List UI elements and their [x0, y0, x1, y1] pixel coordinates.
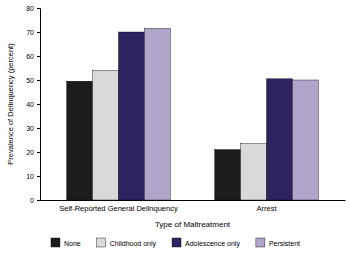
legend-label: Adolescence only [185, 240, 240, 248]
bar [118, 32, 144, 200]
tick-label: 50 [26, 77, 34, 84]
legend-label: Persistent [269, 240, 300, 247]
tick-label: 20 [26, 149, 34, 156]
legend: None Childhood only Adolescence only Persis… [51, 238, 300, 248]
bar [267, 79, 293, 200]
tick-mark [37, 152, 40, 153]
tick: 50 [26, 77, 40, 84]
bar [93, 70, 119, 200]
tick: 40 [26, 101, 40, 108]
axis-line [41, 200, 346, 201]
tick: 30 [26, 125, 40, 132]
tick-mark [37, 8, 40, 9]
tick: 70 [26, 29, 40, 36]
tick-mark [37, 200, 40, 201]
tick: 80 [26, 5, 40, 12]
bar [67, 81, 93, 200]
axis-line [37, 9, 41, 201]
tick-mark [37, 128, 40, 129]
legend-label: None [64, 240, 81, 247]
legend-swatch [172, 238, 181, 247]
bar [292, 80, 318, 200]
bars [67, 28, 319, 200]
tick-mark [37, 32, 40, 33]
legend-swatch [256, 238, 265, 247]
x-axis: Self-Reported General Delinquency Arrest [41, 201, 346, 214]
tick-mark [37, 56, 40, 57]
legend-item: None [51, 238, 81, 247]
tick-label: 0 [30, 197, 34, 204]
tick-label: 10 [26, 173, 34, 180]
legend-swatch [51, 238, 60, 247]
tick-label: 80 [26, 5, 34, 12]
legend-swatch [97, 238, 106, 247]
tick: 10 [26, 173, 40, 180]
legend-item: Adolescence only [172, 238, 240, 248]
tick-label: 70 [26, 29, 34, 36]
tick: 60 [26, 53, 40, 60]
y-axis-title: Prevalence of Delinquency (percent) [6, 43, 15, 165]
tick-mark [37, 104, 40, 105]
chart: 0 10 20 30 40 50 60 70 80 Self-Reported General D… [0, 0, 351, 258]
y-axis: 0 10 20 30 40 50 60 70 80 [26, 5, 40, 204]
bar [144, 28, 170, 200]
legend-item: Childhood only [97, 238, 157, 248]
legend-label: Childhood only [110, 240, 157, 248]
tick-label: 40 [26, 101, 34, 108]
legend-item: Persistent [256, 238, 300, 247]
plot-area: 0 10 20 30 40 50 60 70 80 Self-Reported General D… [26, 5, 345, 214]
tick-label: Arrest [257, 204, 278, 213]
tick: Arrest [257, 204, 278, 213]
tick: Self-Reported General Delinquency [59, 204, 178, 213]
tick-label: 60 [26, 53, 34, 60]
x-axis-title: Type of Maltreatment [155, 220, 231, 229]
bar [215, 150, 241, 200]
tick-mark [37, 80, 40, 81]
tick: 0 [30, 197, 40, 204]
tick-label: Self-Reported General Delinquency [59, 204, 178, 213]
bar [241, 144, 267, 200]
tick: 20 [26, 149, 40, 156]
tick-label: 30 [26, 125, 34, 132]
tick-mark [37, 176, 40, 177]
